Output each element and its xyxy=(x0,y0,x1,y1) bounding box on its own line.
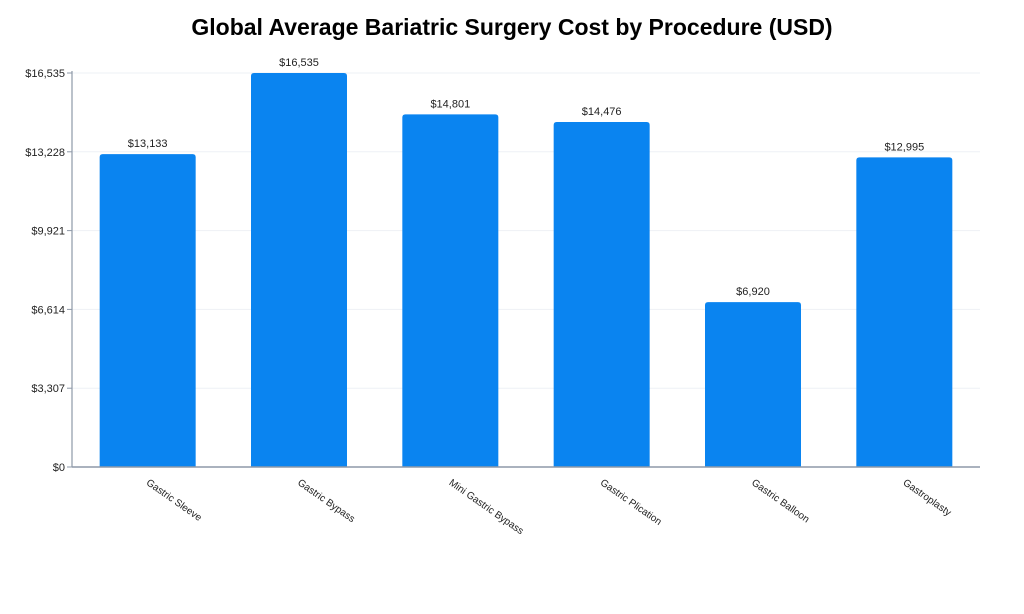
y-tick-label: $16,535 xyxy=(25,68,65,80)
y-tick-label: $6,614 xyxy=(31,304,65,316)
data-labels: $13,133 $16,535 $14,801 $14,476 $6,920 $12,99… xyxy=(128,57,924,298)
bar-gastric-bypass xyxy=(251,73,347,467)
y-tick-label: $9,921 xyxy=(31,226,65,238)
y-tick-label: $0 xyxy=(53,462,65,474)
x-tick-label: Gastric Sleeve xyxy=(144,477,204,524)
x-tick-label: Gastric Balloon xyxy=(749,477,811,525)
bar-gastric-plication xyxy=(553,122,650,468)
x-tick-labels: Gastric Sleeve Gastric Bypass Mini Gastric… xyxy=(144,477,953,537)
x-tick-label: Gastric Plication xyxy=(598,477,663,527)
y-tick-label: $13,228 xyxy=(25,147,65,159)
data-label: $12,995 xyxy=(884,141,924,153)
bar-mini-gastric-bypass xyxy=(402,114,499,467)
data-label: $6,920 xyxy=(736,286,770,298)
bars xyxy=(99,73,953,468)
data-label: $13,133 xyxy=(128,138,168,150)
data-label: $16,535 xyxy=(279,57,319,69)
bar-gastric-balloon xyxy=(705,302,801,467)
x-tick-label: Gastroplasty xyxy=(901,477,953,518)
y-tick-labels: $0 $3,307 $6,614 $9,921 $13,228 $16,535 xyxy=(25,68,65,474)
chart-title: Global Average Bariatric Surgery Cost by… xyxy=(191,14,833,40)
gridlines xyxy=(72,72,980,389)
x-tick-label: Mini Gastric Bypass xyxy=(447,477,526,537)
bar-gastroplasty xyxy=(856,157,953,467)
data-label: $14,476 xyxy=(582,106,622,118)
x-tick-label: Gastric Bypass xyxy=(295,477,356,525)
bar-gastric-sleeve xyxy=(99,154,196,467)
y-tick-label: $3,307 xyxy=(31,383,65,395)
data-label: $14,801 xyxy=(430,98,470,110)
axes xyxy=(67,71,980,468)
